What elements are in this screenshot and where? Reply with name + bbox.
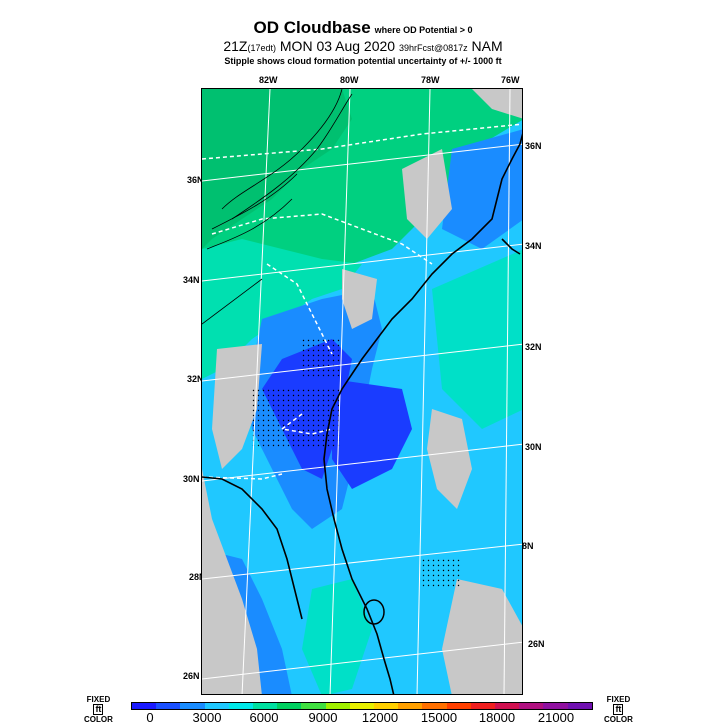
colorbar-tick-label: 6000 xyxy=(249,710,279,725)
colorbar-swatch xyxy=(180,703,205,709)
colorbar-tick-label: 18000 xyxy=(478,710,516,725)
stipple-note: Stipple shows cloud formation potential … xyxy=(224,56,502,66)
colorbar-swatch xyxy=(349,703,375,709)
coastline xyxy=(202,133,522,694)
run-info: 21Z(17edt) MON 03 Aug 2020 39hrFcst@0817… xyxy=(0,38,726,54)
colorbar-ticks: 0 3000 6000 9000 12000 15000 18000 21000 xyxy=(0,710,726,726)
colorbar-tick-label: 3000 xyxy=(192,710,222,725)
lon-label-82w: 82W xyxy=(259,75,278,85)
colorbar-tick-label: 9000 xyxy=(308,710,338,725)
lat-label-left-26n: 26N xyxy=(183,671,200,681)
stipple-offshore xyxy=(422,559,462,589)
colorbar-swatch xyxy=(398,703,423,709)
chart-title: OD Cloudbase where OD Potential > 0 xyxy=(0,18,726,38)
dark-blue-offshore xyxy=(332,379,412,489)
lake-okeechobee xyxy=(363,599,385,625)
colorbar-tick-label: 21000 xyxy=(537,710,575,725)
colorbar-swatch xyxy=(204,703,229,709)
colorbar-swatch xyxy=(422,703,447,709)
lon-label-78w: 78W xyxy=(421,75,440,85)
colorbar-tick-label: 12000 xyxy=(361,710,399,725)
lat-label-left-36n: 36N xyxy=(187,175,204,185)
colorbar-swatch xyxy=(470,703,496,709)
colorbar-swatch xyxy=(132,703,157,709)
colorbar-tick-label: 15000 xyxy=(420,710,458,725)
lat-label-left-30n: 30N xyxy=(183,474,200,484)
title-condition: where OD Potential > 0 xyxy=(374,25,473,35)
terrain-contours xyxy=(202,89,353,325)
stipple-ga xyxy=(252,389,342,449)
state-borders xyxy=(202,123,522,480)
colorbar-right-label: FIXED ft COLOR xyxy=(604,695,633,724)
colorbar-swatch xyxy=(156,703,181,709)
lat-label-right-34n: 34N xyxy=(525,241,542,251)
lat-label-right-32n: 32N xyxy=(525,342,542,352)
lat-label-right-28n: 28N xyxy=(517,541,534,551)
title-main: OD Cloudbase xyxy=(253,18,371,37)
colorbar-swatch xyxy=(277,703,302,709)
colorbar-swatch xyxy=(543,703,568,709)
lat-label-right-36n: 36N xyxy=(525,141,542,151)
lon-label-80w: 80W xyxy=(340,75,359,85)
offshore-blue xyxy=(442,129,522,249)
run-local-time: (17edt) xyxy=(247,43,276,53)
unit-box-left: ft xyxy=(93,704,104,715)
green-region-dark xyxy=(202,89,352,249)
model-name: NAM xyxy=(471,38,503,54)
lat-label-left-32n: 32N xyxy=(187,374,204,384)
graticule xyxy=(202,89,522,694)
gray-nc-interior xyxy=(402,149,452,239)
colorbar-swatch xyxy=(228,703,254,709)
colorbar-swatch xyxy=(567,703,592,709)
gray-west xyxy=(202,469,262,694)
gray-offshore-1 xyxy=(427,409,472,509)
run-hour: 21Z xyxy=(223,38,248,54)
lat-label-right-30n: 30N xyxy=(525,442,542,452)
colorbar-swatch xyxy=(301,703,326,709)
gray-sc-interior xyxy=(342,269,377,329)
colorbar-swatch xyxy=(495,703,520,709)
teal-region xyxy=(202,239,362,379)
colorbar-swatch xyxy=(446,703,471,709)
colorbar xyxy=(131,702,593,710)
unit-box-right: ft xyxy=(613,704,624,715)
stipple-sc xyxy=(302,339,342,379)
colorbar-left-label: FIXED ft COLOR xyxy=(84,695,113,724)
colorbar-swatch xyxy=(374,703,399,709)
lat-label-left-28n: 28N xyxy=(189,572,206,582)
run-date: MON 03 Aug 2020 xyxy=(279,38,396,54)
lon-label-76w: 76W xyxy=(501,75,520,85)
gray-southeast xyxy=(442,579,522,694)
colorbar-swatch xyxy=(325,703,350,709)
offshore-teal xyxy=(432,249,522,429)
colorbar-swatch xyxy=(519,703,544,709)
cloudbase-map xyxy=(201,88,523,695)
lat-label-right-26n: 26N xyxy=(528,639,545,649)
map-canvas xyxy=(202,89,522,694)
forecast-hour: 39hrFcst@0817z xyxy=(398,43,468,53)
colorbar-swatch xyxy=(253,703,278,709)
colorbar-tick-label: 0 xyxy=(146,710,154,725)
lat-label-left-34n: 34N xyxy=(183,275,200,285)
